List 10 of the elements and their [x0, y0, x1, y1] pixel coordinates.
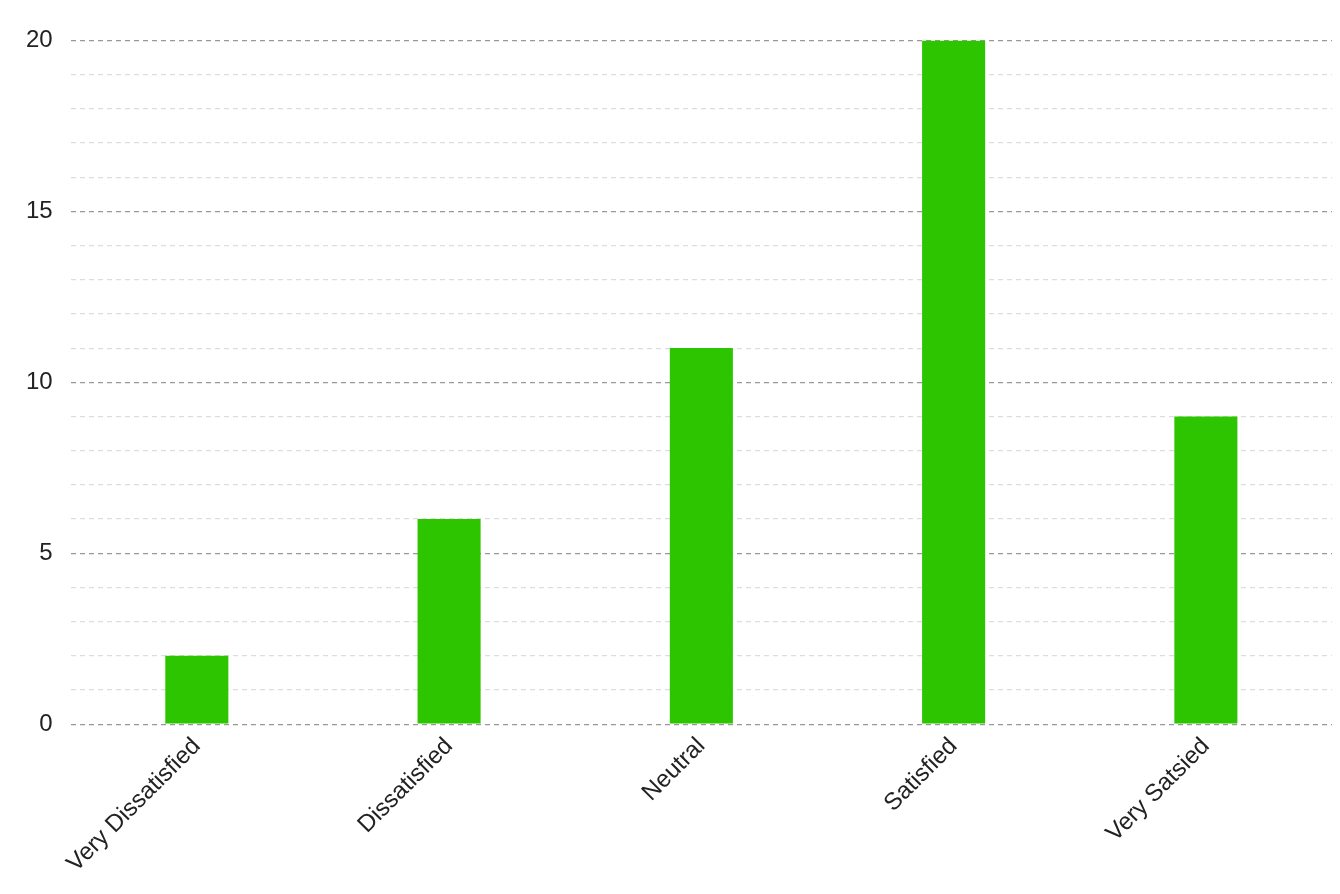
bar — [1174, 416, 1238, 724]
y-tick-label: 0 — [39, 708, 53, 736]
bar — [165, 655, 229, 724]
bar — [669, 348, 733, 724]
y-tick-label: 20 — [25, 25, 53, 53]
bar — [417, 519, 481, 724]
y-tick-label: 15 — [25, 195, 53, 223]
y-tick-label: 10 — [25, 366, 53, 394]
bar — [922, 40, 986, 724]
y-tick-label: 5 — [39, 537, 53, 565]
